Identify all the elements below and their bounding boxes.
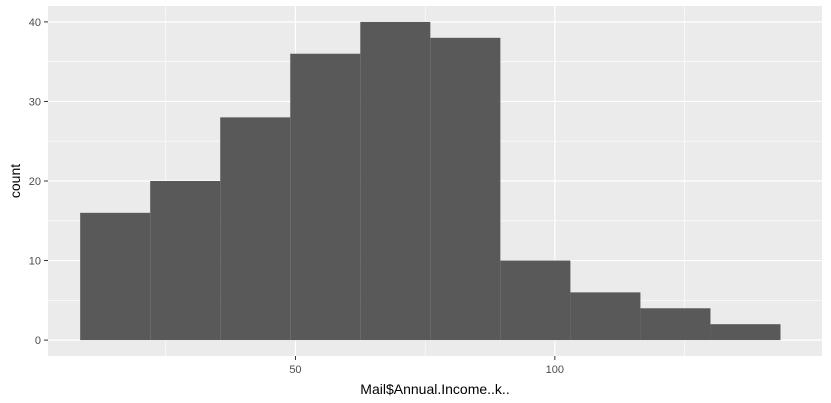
histogram-bars <box>80 21 781 341</box>
histogram-bar <box>80 212 151 341</box>
y-axis: 0 10 20 30 40 <box>29 17 48 347</box>
x-tick-label: 50 <box>289 364 301 376</box>
x-tick-label: 100 <box>546 364 564 376</box>
y-tick-label: 0 <box>35 335 41 347</box>
histogram-bar <box>360 21 431 341</box>
histogram-bar <box>500 260 571 341</box>
y-axis-title: count <box>7 164 23 198</box>
histogram-bar <box>220 117 291 341</box>
y-tick-label: 30 <box>29 96 41 108</box>
histogram-bar <box>290 53 361 341</box>
x-axis: 50 100 <box>289 356 564 376</box>
histogram-bar <box>430 37 501 341</box>
y-tick-label: 40 <box>29 17 41 29</box>
histogram-bar <box>710 324 781 341</box>
x-axis-title: Mail$Annual.Income..k.. <box>360 381 509 397</box>
histogram-bar <box>640 308 711 341</box>
y-tick-label: 20 <box>29 176 41 188</box>
y-tick-label: 10 <box>29 256 41 268</box>
histogram-bar <box>570 292 641 341</box>
histogram-bar <box>150 181 221 341</box>
